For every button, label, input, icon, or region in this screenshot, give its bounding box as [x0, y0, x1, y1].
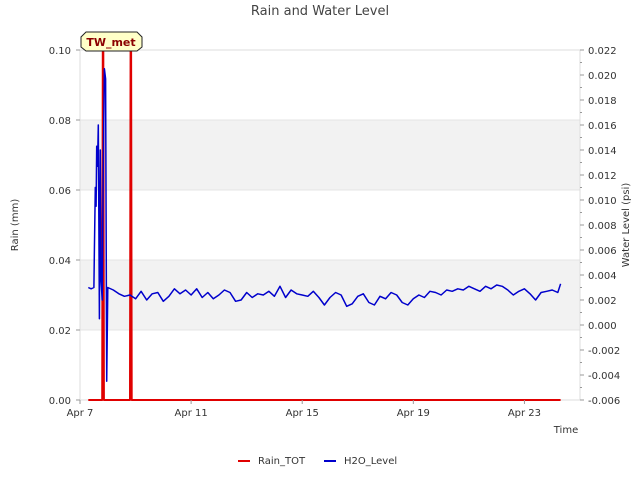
y-right-label: Water Level (psi) — [621, 183, 632, 268]
right-axis: -0.006 -0.004 -0.002 0.000 0.002 0.004 0.006 0.… — [580, 46, 620, 407]
legend: Rain_TOT H2O_Level — [238, 456, 397, 467]
chart-title: Rain and Water Level — [251, 4, 389, 19]
legend-label-rain: Rain_TOT — [258, 456, 306, 467]
series-line-h2o-level — [87, 67, 562, 383]
badge-label: TW_met — [86, 36, 135, 49]
x-tick-label: Apr 11 — [175, 408, 208, 419]
y-right-tick-label: -0.002 — [588, 346, 620, 357]
x-axis-label: Time — [553, 425, 578, 436]
y-right-tick-label: 0.004 — [588, 271, 617, 282]
y-left-label: Rain (mm) — [10, 199, 21, 252]
y-right-tick-label: 0.018 — [588, 96, 617, 107]
y-left-tick-label: 0.04 — [49, 256, 71, 267]
gridlines — [80, 49, 580, 401]
y-right-tick-label: 0.014 — [588, 146, 617, 157]
x-tick-label: Apr 23 — [508, 408, 541, 419]
left-axis: 0.00 0.02 0.04 0.06 0.08 0.10 — [49, 46, 80, 407]
y-right-tick-label: -0.004 — [588, 371, 620, 382]
y-left-tick-label: 0.08 — [49, 116, 71, 127]
band — [80, 120, 580, 190]
y-left-tick-label: 0.00 — [49, 396, 71, 407]
y-left-tick-label: 0.06 — [49, 186, 71, 197]
y-right-tick-label: 0.010 — [588, 196, 617, 207]
x-tick-label: Apr 15 — [286, 408, 319, 419]
y-left-tick-label: 0.10 — [49, 46, 71, 57]
y-right-tick-label: -0.006 — [588, 396, 620, 407]
y-right-tick-label: 0.022 — [588, 46, 617, 57]
band — [80, 260, 580, 330]
x-axis: Apr 7 Apr 11 Apr 15 Apr 19 Apr 23 — [67, 400, 541, 419]
y-right-tick-label: 0.016 — [588, 121, 617, 132]
y-right-tick-label: 0.012 — [588, 171, 617, 182]
y-right-tick-label: 0.002 — [588, 296, 617, 307]
series-layer — [87, 49, 562, 401]
y-right-tick-label: 0.006 — [588, 246, 617, 257]
background-bands — [80, 120, 580, 330]
y-right-tick-label: 0.020 — [588, 71, 617, 82]
legend-label-h2o: H2O_Level — [344, 456, 397, 467]
series-line-rain-tot — [88, 49, 561, 401]
badge: TW_met — [80, 31, 143, 52]
plot-border — [79, 49, 581, 401]
badge-shape — [80, 31, 143, 52]
x-tick-label: Apr 7 — [67, 408, 94, 419]
x-tick-label: Apr 19 — [397, 408, 430, 419]
y-left-tick-label: 0.02 — [49, 326, 71, 337]
y-right-tick-label: 0.000 — [588, 321, 617, 332]
y-right-tick-label: 0.008 — [588, 221, 617, 232]
